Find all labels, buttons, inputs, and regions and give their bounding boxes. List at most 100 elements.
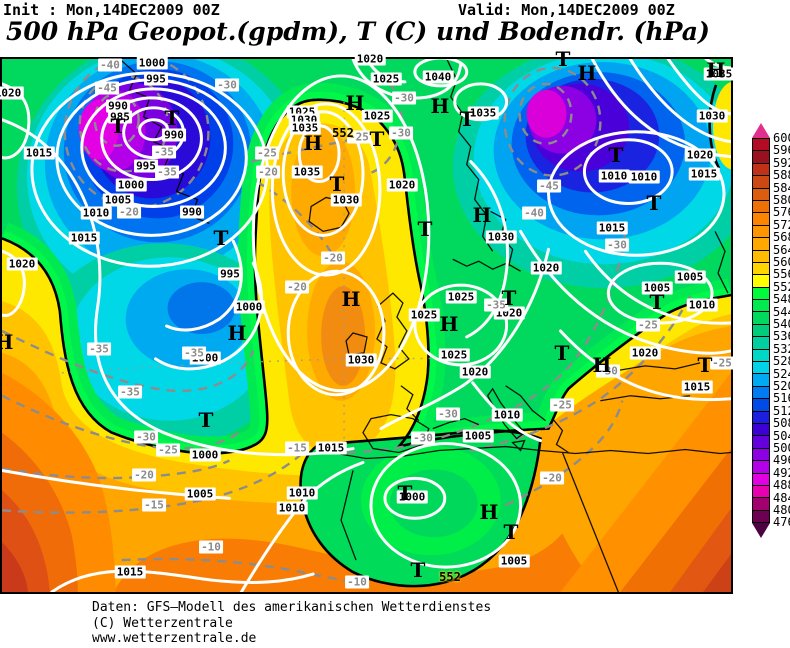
low-pressure-marker: T: [649, 290, 665, 314]
valid-time-label: Valid: Mon,14DEC2009 00Z: [458, 1, 675, 19]
temperature-label: -15: [285, 441, 309, 455]
geopotential-label: 552: [332, 126, 354, 140]
pressure-label: 1000: [189, 448, 221, 462]
temperature-label: -40: [98, 58, 122, 72]
temperature-label: -30: [411, 431, 435, 445]
colorbar-cell: [753, 461, 769, 474]
low-pressure-marker: T: [329, 172, 345, 196]
pressure-label: 1020: [530, 261, 562, 275]
low-pressure-marker: T: [417, 217, 433, 241]
colorbar-tick-label: 504: [773, 428, 790, 443]
colorbar-tick-label: 540: [773, 317, 790, 331]
temperature-label: -10: [345, 575, 369, 589]
colorbar-cell: [753, 510, 769, 523]
high-pressure-marker: H: [439, 312, 459, 336]
colorbar-cell: [753, 250, 769, 263]
low-pressure-marker: T: [697, 353, 713, 377]
pressure-label: 995: [134, 159, 158, 173]
low-pressure-marker: T: [501, 286, 517, 310]
pressure-label: 1015: [315, 441, 347, 455]
temperature-label: -20: [321, 251, 345, 265]
pressure-label: 1035: [289, 121, 321, 135]
colorbar-cell: [753, 238, 769, 251]
low-pressure-marker: T: [198, 408, 214, 432]
colorbar-tick-label: 556: [773, 267, 790, 282]
colorbar-tick-label: 552: [773, 279, 790, 294]
pressure-label: 1000: [115, 178, 147, 192]
colorbar-cell: [753, 200, 769, 214]
pressure-label: 1030: [330, 193, 362, 207]
colorbar-cell: [753, 188, 769, 201]
colorbar-cell: [753, 337, 769, 350]
pressure-label: 1025: [408, 308, 440, 322]
temperature-label: -25: [710, 356, 734, 370]
low-pressure-marker: T: [555, 47, 571, 71]
low-pressure-marker: T: [164, 106, 180, 130]
pressure-label: 1005: [641, 281, 673, 295]
colorbar-tick-label: 500: [773, 441, 790, 455]
colorbar-tick-label: 512: [773, 403, 790, 418]
pressure-label: 1030: [485, 230, 517, 244]
high-pressure-marker: H: [341, 287, 361, 311]
colorbar-tick-label: 548: [773, 292, 790, 307]
colorbar-cell: [753, 275, 769, 288]
pressure-label: 995: [218, 267, 242, 281]
temperature-label: -20: [132, 468, 156, 482]
temperature-label: -45: [95, 81, 119, 95]
high-pressure-marker: H: [706, 58, 726, 82]
pressure-label: 1015: [68, 231, 100, 245]
data-source-note: Daten: GFS—Modell des amerikanischen Wet…: [92, 600, 492, 615]
pressure-label: 1020: [459, 365, 491, 379]
temperature-label: -20: [285, 280, 309, 294]
pressure-label: 1000: [136, 56, 168, 70]
pressure-label: 1025: [370, 72, 402, 86]
temperature-label: -20: [540, 471, 564, 485]
colorbar-arrow-down-icon: [752, 523, 770, 539]
colorbar-cell: [753, 213, 769, 226]
chart-title: 500 hPa Geopot.(gpdm), T (C) und Bodendr…: [6, 17, 710, 46]
temperature-label: -30: [605, 238, 629, 252]
high-pressure-marker: H: [303, 131, 323, 155]
pressure-label: 1010: [276, 501, 308, 515]
pressure-label: 1035: [467, 106, 499, 120]
pressure-label: 1010: [491, 408, 523, 422]
colorbar-legend: 6005965925885845805765725685645605565525…: [752, 123, 790, 539]
pressure-label: 1020: [629, 346, 661, 360]
temperature-label: -45: [537, 179, 561, 193]
pressure-label: 1010: [598, 169, 630, 183]
temperature-label: -35: [182, 346, 206, 360]
colorbar-cell: [753, 312, 769, 325]
low-pressure-marker: T: [646, 191, 662, 215]
colorbar-tick-label: 480: [773, 503, 790, 517]
temperature-label: -30: [215, 78, 239, 92]
colorbar-tick-label: 484: [773, 490, 790, 505]
colorbar-cell: [753, 225, 769, 239]
colorbar-cell: [753, 262, 769, 276]
colorbar-cell: [753, 423, 769, 437]
high-pressure-marker: H: [227, 321, 247, 345]
colorbar-tick-label: 580: [773, 193, 790, 207]
colorbar-cell: [753, 473, 769, 486]
pressure-label: 1010: [80, 206, 112, 220]
pressure-label: 1025: [361, 109, 393, 123]
pressure-label: 1015: [23, 146, 55, 160]
init-time-label: Init : Mon,14DEC2009 00Z: [3, 1, 220, 19]
pressure-label: 1010: [628, 170, 660, 184]
colorbar-tick-label: 488: [773, 478, 790, 493]
temperature-label: -30: [392, 91, 416, 105]
colorbar-tick-label: 576: [773, 205, 790, 220]
pressure-label: 1030: [696, 109, 728, 123]
colorbar-cell: [753, 300, 769, 313]
low-pressure-marker: T: [459, 107, 475, 131]
temperature-label: -25: [156, 443, 180, 457]
colorbar-tick-label: 584: [773, 180, 790, 195]
high-pressure-marker: H: [479, 500, 499, 524]
pressure-label: 990: [180, 205, 204, 219]
website-url: www.wetterzentrale.de: [92, 631, 257, 646]
pressure-label: 1005: [102, 193, 134, 207]
temperature-label: -35: [484, 298, 508, 312]
temperature-label: -30: [596, 364, 620, 378]
pressure-label: 1000: [396, 490, 428, 504]
colorbar-tick-label: 508: [773, 416, 790, 431]
pressure-label: 1010: [686, 298, 718, 312]
